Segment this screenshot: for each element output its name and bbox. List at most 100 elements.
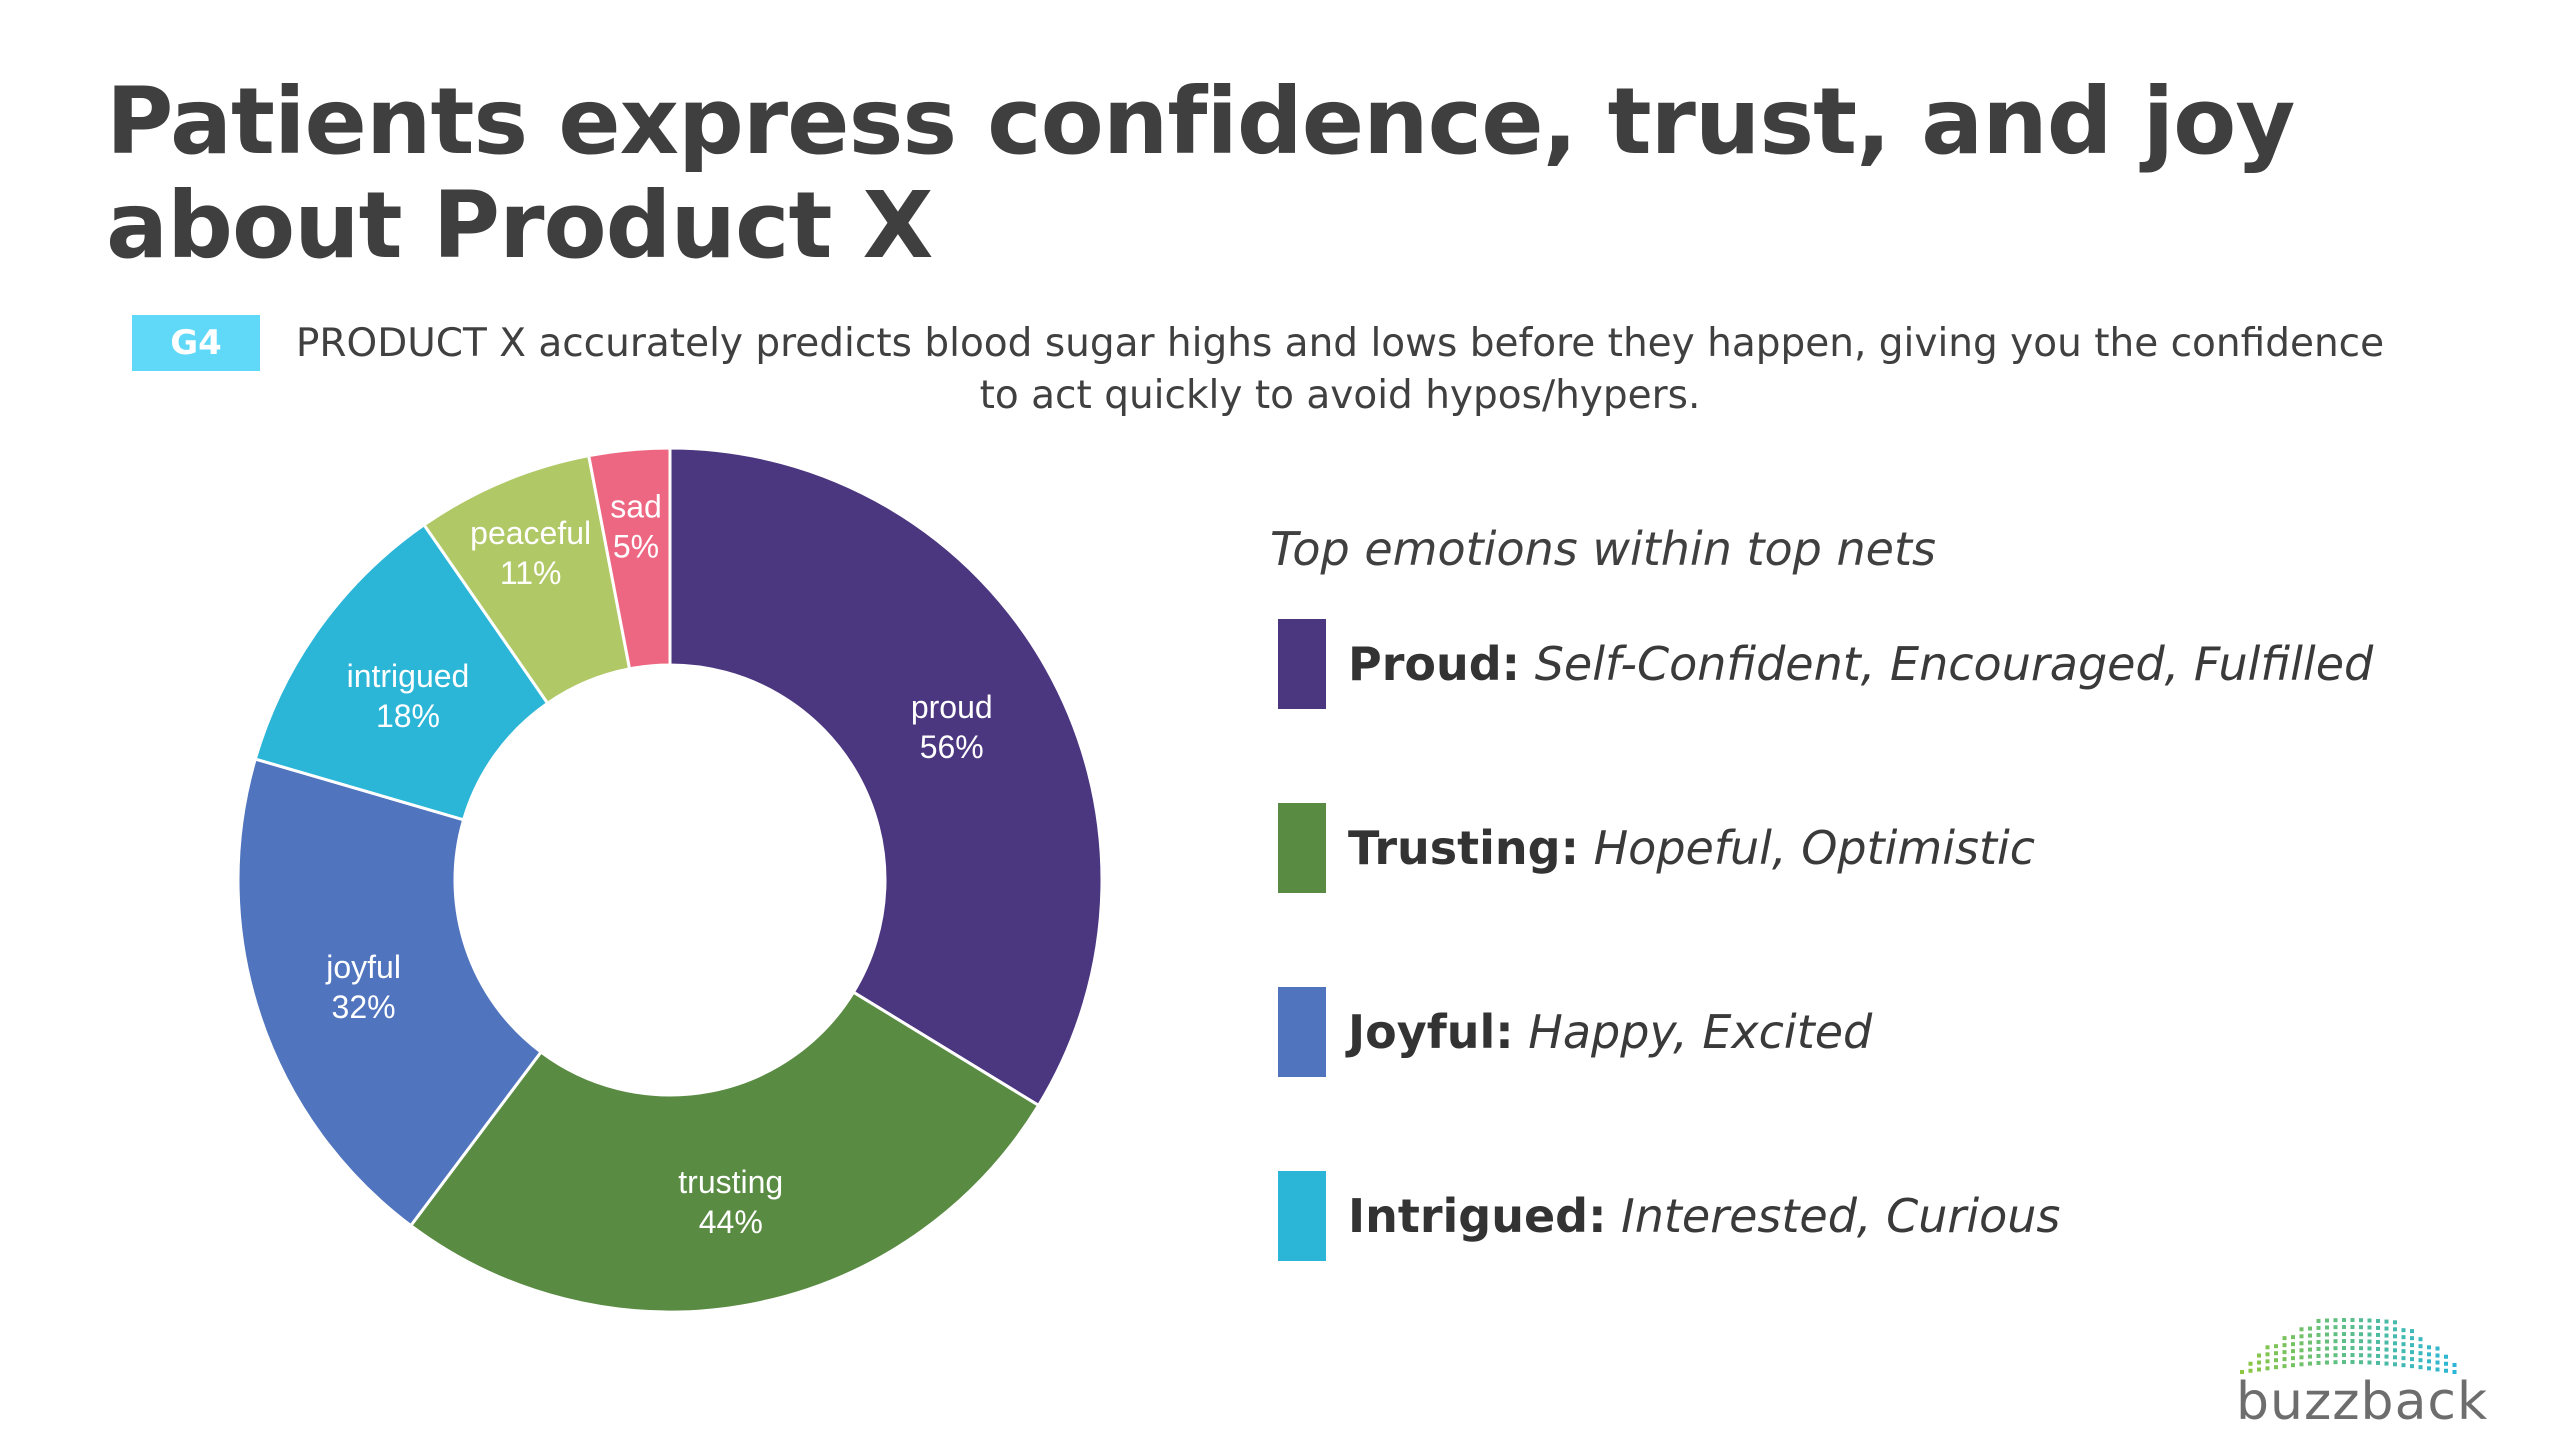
legend-item-proud: Proud: Self-Confident, Encouraged, Fulfi… — [1278, 618, 2428, 710]
logo-dot — [2265, 1345, 2270, 1350]
logo-dot — [2333, 1346, 2338, 1351]
logo-dot — [2393, 1334, 2397, 1339]
logo-dot — [2367, 1339, 2372, 1344]
donut-slice-trusting — [408, 990, 1041, 1314]
logo-dot — [2257, 1367, 2261, 1372]
logo-dot — [2316, 1325, 2321, 1330]
slice-label-intrigued: intrigued — [347, 658, 470, 694]
logo-dot — [2359, 1353, 2363, 1358]
logo-dot — [2367, 1332, 2372, 1337]
logo-dot — [2435, 1360, 2440, 1365]
logo-dot — [2308, 1326, 2312, 1331]
logo-dot — [2393, 1362, 2397, 1367]
logo-dot — [2316, 1339, 2321, 1344]
logo-dot — [2384, 1333, 2389, 1338]
logo-dot — [2393, 1341, 2397, 1346]
slice-value-intrigued: 18% — [376, 698, 440, 734]
logo-dot — [2274, 1344, 2278, 1349]
logo-dot — [2376, 1318, 2380, 1323]
legend-item-intrigued: Intrigued: Interested, Curious — [1278, 1170, 2428, 1262]
logo-dot — [2384, 1326, 2389, 1331]
logo-dot — [2325, 1353, 2329, 1358]
logo-dot — [2367, 1318, 2372, 1323]
logo-dot — [2333, 1360, 2338, 1365]
logo-dot — [2367, 1353, 2372, 1358]
logo-dot — [2325, 1339, 2329, 1344]
slice-value-proud: 56% — [920, 729, 984, 765]
logo-dot — [2367, 1360, 2372, 1365]
logo-dot — [2316, 1318, 2321, 1323]
legend-name-proud: Proud: — [1348, 637, 1521, 691]
logo-dot — [2325, 1346, 2329, 1351]
legend-item-trusting: Trusting: Hopeful, Optimistic — [1278, 802, 2428, 894]
logo-dot — [2427, 1359, 2431, 1364]
donut-slice-proud — [668, 446, 1104, 1108]
logo-dot — [2299, 1355, 2304, 1360]
logo-dot — [2418, 1344, 2423, 1349]
logo-dot — [2333, 1318, 2338, 1323]
logo-dot — [2265, 1359, 2270, 1364]
logo-dot — [2376, 1339, 2380, 1344]
logo-dot — [2376, 1360, 2380, 1365]
logo-dot — [2325, 1318, 2329, 1323]
logo-dot — [2248, 1368, 2253, 1373]
logo-dot — [2342, 1332, 2346, 1337]
logo-dot — [2410, 1336, 2414, 1341]
logo-dot — [2359, 1325, 2363, 1330]
logo-dot — [2274, 1365, 2278, 1370]
logo-dots-icon — [2240, 1318, 2457, 1374]
slice-label-proud: proud — [911, 689, 993, 725]
legend-desc-proud: Self-Confident, Encouraged, Fulfilled — [1534, 637, 2374, 691]
logo-dot — [2410, 1350, 2414, 1355]
logo-dot — [2350, 1360, 2355, 1365]
donut-slice-joyful — [236, 757, 544, 1228]
logo-dot — [2248, 1361, 2253, 1366]
logo-dot — [2427, 1352, 2431, 1357]
logo-dot — [2265, 1366, 2270, 1371]
logo-dot — [2316, 1346, 2321, 1351]
logo-dot — [2393, 1327, 2397, 1332]
legend-swatch-joyful — [1278, 987, 1326, 1077]
logo-dot — [2384, 1361, 2389, 1366]
logo-dot — [2291, 1363, 2295, 1368]
logo-dot — [2325, 1332, 2329, 1337]
slice-value-sad: 5% — [613, 529, 659, 565]
logo-dot — [2418, 1365, 2423, 1370]
logo-dot — [2401, 1335, 2406, 1340]
logo-dot — [2299, 1341, 2304, 1346]
logo-dot — [2384, 1354, 2389, 1359]
logo-dot — [2435, 1346, 2440, 1351]
logo-dot — [2418, 1351, 2423, 1356]
legend-name-intrigued: Intrigued: — [1348, 1189, 1607, 1243]
logo-dot — [2350, 1332, 2355, 1337]
logo-dot — [2291, 1335, 2295, 1340]
logo-dot — [2350, 1346, 2355, 1351]
logo-dot — [2299, 1327, 2304, 1332]
buzzback-logo: buzzback — [2210, 1300, 2487, 1432]
logo-dot — [2291, 1349, 2295, 1354]
logo-dot — [2282, 1357, 2287, 1362]
logo-dot — [2452, 1370, 2457, 1374]
logo-dot — [2359, 1360, 2363, 1365]
logo-dot — [2367, 1346, 2372, 1351]
logo-dot — [2384, 1319, 2389, 1324]
logo-dot — [2401, 1328, 2406, 1333]
logo-dot — [2376, 1346, 2380, 1351]
logo-dot — [2308, 1361, 2312, 1366]
logo-dot — [2325, 1325, 2329, 1330]
logo-dot — [2308, 1340, 2312, 1345]
logo-dot — [2350, 1318, 2355, 1323]
logo-dot — [2376, 1353, 2380, 1358]
logo-dot — [2393, 1320, 2397, 1325]
logo-dot — [2282, 1364, 2287, 1369]
logo-dot — [2282, 1336, 2287, 1341]
logo-dot — [2333, 1353, 2338, 1358]
logo-dot — [2384, 1340, 2389, 1345]
logo-dot — [2384, 1347, 2389, 1352]
logo-dot — [2376, 1332, 2380, 1337]
logo-dot — [2444, 1361, 2448, 1366]
logo-dot — [2444, 1368, 2448, 1373]
logo-dot — [2418, 1337, 2423, 1342]
logo-dot — [2342, 1353, 2346, 1358]
slice-label-trusting: trusting — [678, 1164, 783, 1200]
